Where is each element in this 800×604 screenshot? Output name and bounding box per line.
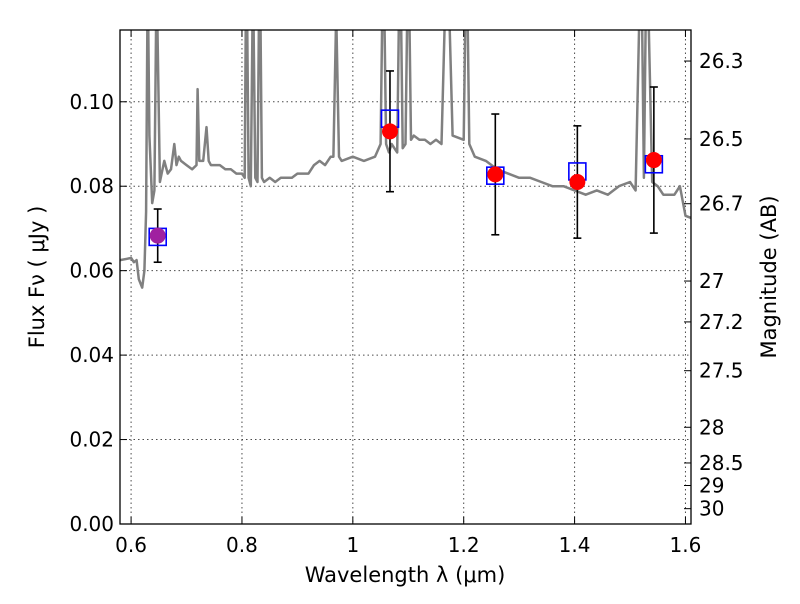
mag-tick-label: 28.5 — [699, 451, 744, 475]
x-tick-label: 1.6 — [670, 533, 702, 557]
x-tick-label: 0.6 — [115, 533, 147, 557]
mag-tick-label: 27 — [699, 269, 724, 293]
observed-flux-point — [381, 123, 398, 140]
x-tick-label: 0.8 — [226, 533, 258, 557]
observed-flux-point — [645, 152, 662, 169]
y-tick-label: 0.08 — [69, 174, 114, 198]
y-tick-label: 0.10 — [69, 90, 114, 114]
y-tick-label: 0.04 — [69, 343, 114, 367]
ticks-layer: 0.6 0.8 1 1.2 1.4 1.6 0.00 0.02 0.04 0.06 0.08 0.10… — [69, 30, 744, 557]
mag-tick-label: 27.2 — [699, 310, 744, 334]
mag-tick-label: 30 — [699, 497, 724, 521]
mag-tick-label: 26.5 — [699, 127, 744, 151]
mag-tick-label: 27.5 — [699, 359, 744, 383]
y-tick-label: 0.00 — [69, 512, 114, 536]
x-tick-label: 1.2 — [448, 533, 480, 557]
x-axis-label: Wavelength λ (μm) — [305, 563, 506, 587]
model-sed-layer — [120, 30, 691, 289]
points-layer — [148, 109, 664, 247]
observed-flux-point — [487, 166, 504, 183]
plot-frame — [119, 29, 692, 525]
x-tick-label: 1 — [346, 533, 359, 557]
y-axis-label-right: Magnitude (AB) — [757, 195, 781, 358]
observed-flux-point — [569, 174, 586, 190]
x-tick-label: 1.4 — [559, 533, 591, 557]
y-tick-label: 0.02 — [69, 428, 114, 452]
mag-tick-label: 28 — [699, 415, 724, 439]
y-tick-label: 0.06 — [69, 259, 114, 283]
model-sed-line — [120, 30, 691, 289]
observed-flux-point — [149, 227, 166, 244]
mag-tick-label: 26.7 — [699, 192, 744, 216]
y-axis-label-left: Flux Fν ( μJy ) — [25, 206, 49, 349]
mag-tick-label: 26.3 — [699, 49, 744, 73]
mag-tick-label: 29 — [699, 473, 724, 497]
